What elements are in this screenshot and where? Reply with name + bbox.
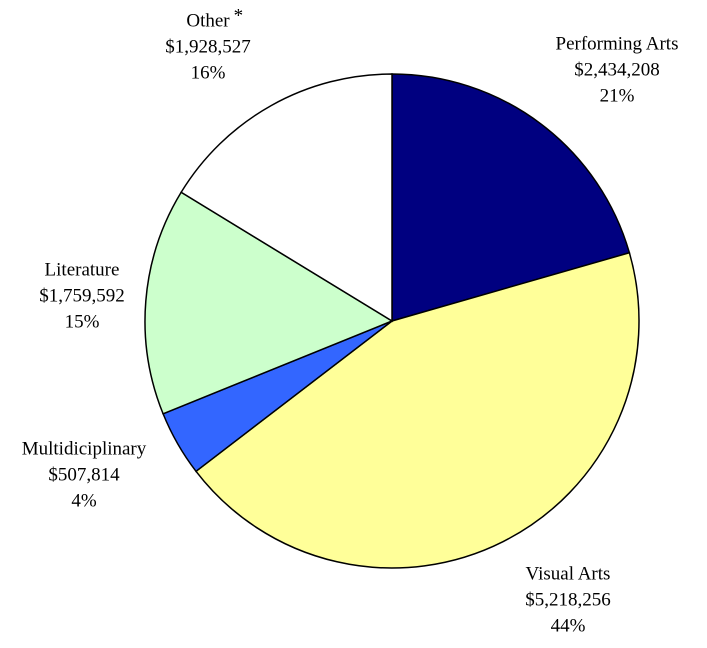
pie-slice xyxy=(391,73,631,322)
footnote-mark: * xyxy=(234,5,244,26)
slice-label: Literature xyxy=(45,259,120,280)
slice-value-label: $2,434,208 xyxy=(574,59,660,80)
slice-value-label: $507,814 xyxy=(48,464,120,485)
slice-percent-label: 44% xyxy=(551,615,586,636)
pie-slice xyxy=(194,251,640,569)
slice-label: Other xyxy=(186,10,230,31)
pie-slice xyxy=(144,191,394,415)
slice-value-label: $1,928,527 xyxy=(165,36,251,57)
slice-value-label: $1,759,592 xyxy=(39,285,125,306)
slice-percent-label: 4% xyxy=(71,490,97,511)
slice-percent-label: 16% xyxy=(191,62,226,83)
slice-value-label: $5,218,256 xyxy=(525,589,611,610)
slice-percent-label: 21% xyxy=(600,85,635,106)
slice-label: Multidiciplinary xyxy=(22,438,147,459)
slice-label: Performing Arts xyxy=(556,33,679,54)
slice-label: Visual Arts xyxy=(526,563,611,584)
pie-slice xyxy=(180,73,393,323)
slice-percent-label: 15% xyxy=(65,311,100,332)
